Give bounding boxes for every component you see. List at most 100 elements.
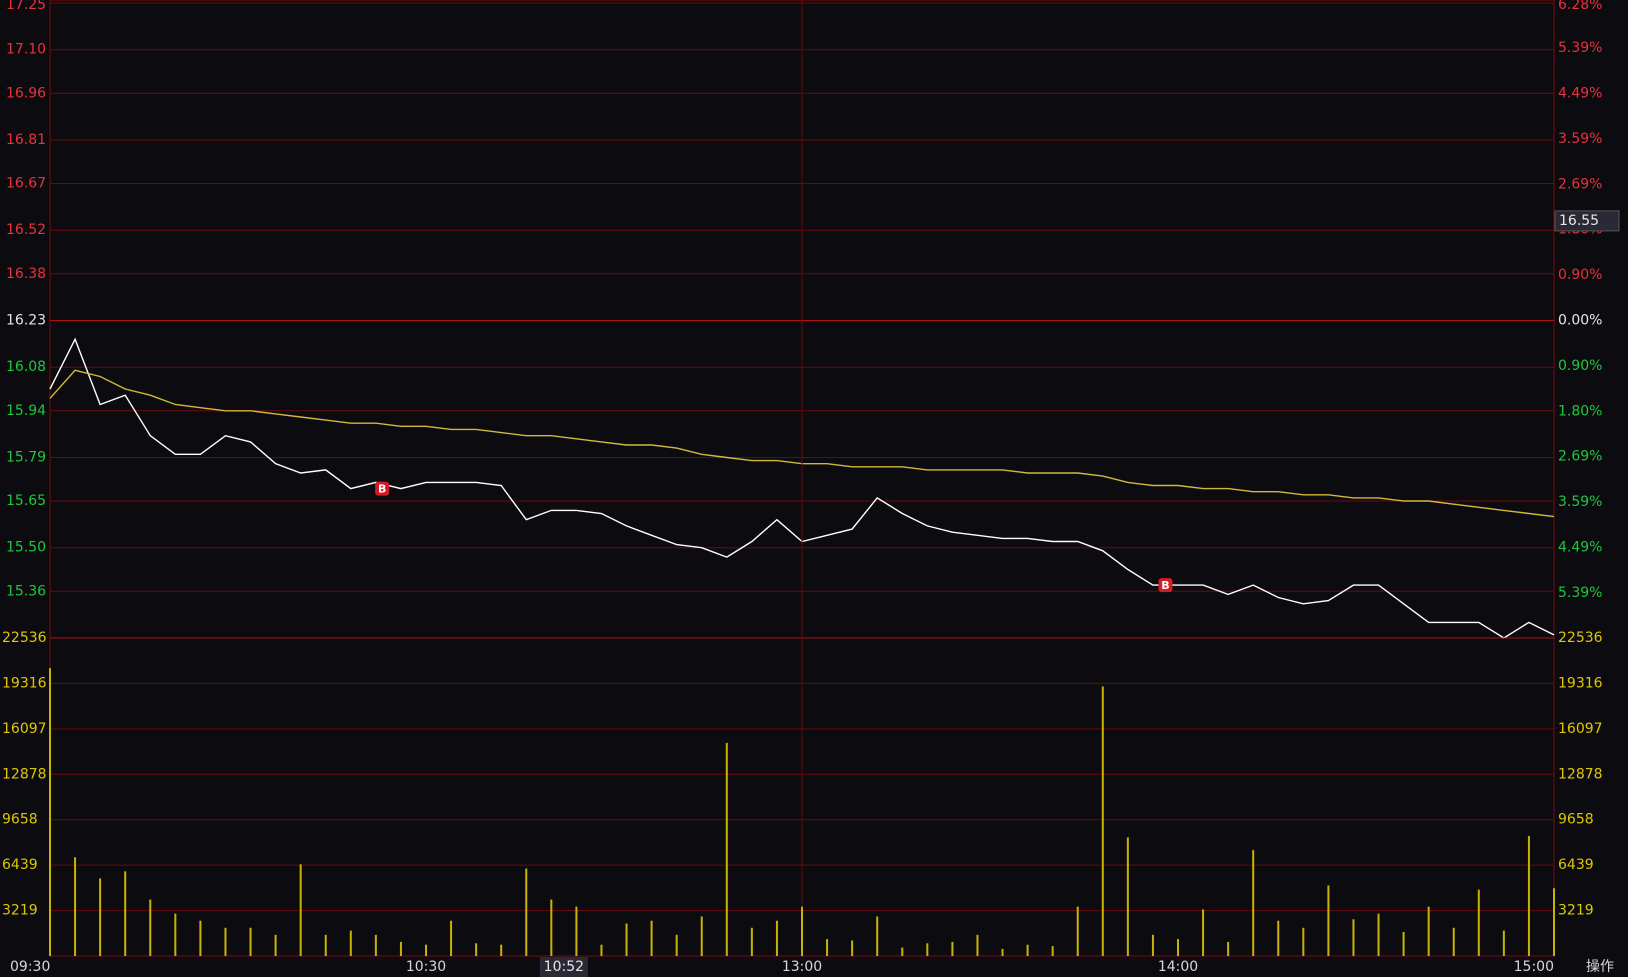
y-tick-label: 16.96 xyxy=(6,85,46,101)
y-tick-label: 16.08 xyxy=(6,359,46,375)
y-tick-label: 16.38 xyxy=(6,266,46,282)
volume-bar xyxy=(274,934,277,956)
y-tick-label: 16.52 xyxy=(6,222,46,238)
y2-tick-label: 4.49% xyxy=(1558,540,1602,556)
y2-tick-label: 3.59% xyxy=(1558,131,1602,147)
x-tick-label: 09:30 xyxy=(10,959,50,975)
x-tick-label: 14:00 xyxy=(1158,959,1198,975)
x-tick-label: 15:00 xyxy=(1514,959,1554,975)
y-tick-label: 16097 xyxy=(2,721,47,737)
y2-tick-label: 5.39% xyxy=(1558,40,1602,56)
volume-bar xyxy=(750,927,753,956)
volume-bar xyxy=(801,906,803,956)
volume-bar xyxy=(600,944,603,956)
volume-bar xyxy=(1427,906,1430,956)
crosshair-time: 10:52 xyxy=(544,959,584,975)
volume-bar xyxy=(1051,946,1054,956)
volume-bar xyxy=(1553,888,1555,956)
volume-bar xyxy=(74,857,77,956)
volume-bar xyxy=(1001,948,1004,956)
volume-bar xyxy=(775,920,778,956)
volume-bar xyxy=(124,871,127,956)
volume-bar xyxy=(349,930,352,956)
y2-tick-label: 6.28% xyxy=(1558,0,1602,13)
volume-bar xyxy=(851,940,854,956)
y2-tick-label: 22536 xyxy=(1558,630,1603,646)
corner-label: 操作 xyxy=(1586,959,1614,975)
volume-bar xyxy=(926,943,929,956)
volume-bar xyxy=(99,878,102,956)
y-tick-label: 15.36 xyxy=(6,583,46,599)
y-tick-label: 15.94 xyxy=(6,403,46,419)
y-tick-label: 15.50 xyxy=(6,540,46,556)
volume-bar xyxy=(1302,927,1305,956)
crosshair-price-box xyxy=(1554,210,1620,232)
y2-tick-label: 3.59% xyxy=(1558,494,1602,510)
volume-bar xyxy=(450,920,453,956)
volume-bar xyxy=(876,916,879,956)
volume-bar xyxy=(976,934,979,956)
volume-bar xyxy=(1177,939,1179,956)
y-tick-label: 15.65 xyxy=(6,493,46,509)
volume-bar xyxy=(174,913,177,956)
volume-bar xyxy=(625,923,628,956)
volume-bar xyxy=(1026,944,1029,956)
y2-tick-label: 12878 xyxy=(1558,766,1603,782)
trade-marker xyxy=(1158,578,1173,593)
y2-tick-label: 0.00% xyxy=(1558,313,1602,329)
trade-marker-label: B xyxy=(378,483,386,496)
y2-tick-label: 16097 xyxy=(1558,721,1603,737)
y2-tick-label: 4.49% xyxy=(1558,85,1602,101)
y2-tick-label: 1.80% xyxy=(1558,404,1602,420)
y2-tick-label: 19316 xyxy=(1558,675,1603,691)
y-tick-label: 16.23 xyxy=(6,313,46,329)
volume-bar xyxy=(1151,934,1154,956)
volume-bar xyxy=(475,943,478,956)
volume-bar xyxy=(1101,686,1104,956)
y-tick-label: 3219 xyxy=(2,903,38,919)
y-tick-label: 22536 xyxy=(2,630,47,646)
volume-bar xyxy=(374,934,377,956)
volume-bar xyxy=(650,920,653,956)
y-tick-label: 17.10 xyxy=(6,42,46,58)
y2-tick-label: 9658 xyxy=(1558,812,1594,828)
volume-bar xyxy=(324,934,327,956)
y-tick-label: 12878 xyxy=(2,766,47,782)
x-tick-label: 13:00 xyxy=(782,959,822,975)
volume-bar xyxy=(575,906,578,956)
volume-bar xyxy=(1377,913,1380,956)
volume-bar xyxy=(1402,932,1405,956)
y2-tick-label: 2.69% xyxy=(1558,448,1602,464)
y-tick-label: 17.25 xyxy=(6,0,46,13)
y2-tick-label: 5.39% xyxy=(1558,585,1602,601)
volume-bar xyxy=(1227,941,1230,956)
volume-bar xyxy=(951,941,954,956)
y2-tick-label: 3219 xyxy=(1558,903,1594,919)
volume-bar xyxy=(1252,850,1255,956)
y-tick-label: 16.81 xyxy=(6,132,46,148)
volume-bar xyxy=(1352,919,1355,956)
y2-tick-label: 0.90% xyxy=(1558,267,1602,283)
volume-bar xyxy=(1277,920,1280,956)
volume-bar xyxy=(149,899,152,956)
y2-tick-label: 6439 xyxy=(1558,857,1594,873)
volume-bar xyxy=(1452,927,1455,956)
volume-bar xyxy=(1327,885,1330,956)
volume-bar xyxy=(826,939,829,956)
volume-bar xyxy=(901,947,904,956)
trade-marker-label: B xyxy=(1161,579,1169,592)
crosshair-time-box xyxy=(539,957,588,977)
volume-bar xyxy=(550,899,553,956)
volume-bar xyxy=(1076,906,1079,956)
volume-bar xyxy=(500,944,503,956)
volume-bar xyxy=(1502,930,1505,956)
volume-bar xyxy=(725,742,728,956)
y-tick-label: 19316 xyxy=(2,675,47,691)
trade-marker xyxy=(375,481,390,496)
volume-bar xyxy=(49,668,51,956)
y-tick-label: 6439 xyxy=(2,857,38,873)
volume-bar xyxy=(700,916,703,956)
volume-bar xyxy=(399,941,402,956)
